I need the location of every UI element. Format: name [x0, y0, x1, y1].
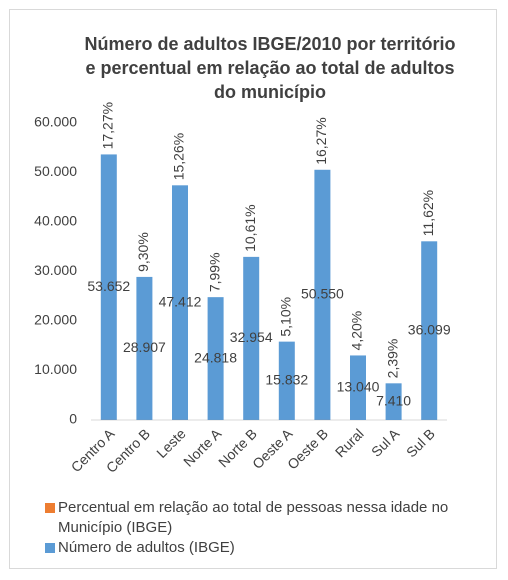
- data-label: 7,99%: [206, 252, 222, 292]
- bar: [243, 256, 260, 420]
- bar: [314, 169, 331, 420]
- y-tick-label: 50.000: [34, 163, 77, 179]
- y-tick-label: 0: [69, 411, 77, 427]
- bar: [172, 185, 188, 420]
- legend-label: Percentual em relação ao total de pessoa…: [58, 499, 449, 536]
- data-label: 15,26%: [171, 133, 187, 180]
- legend-swatch: [45, 543, 55, 553]
- bar: [385, 383, 402, 420]
- x-tick-label: Rural: [332, 425, 367, 460]
- x-tick-label: Sul A: [368, 425, 403, 460]
- data-label: 47.412: [159, 293, 202, 309]
- data-label: 13.040: [337, 378, 380, 394]
- data-label: 32.954: [230, 329, 273, 345]
- data-label: 10,61%: [242, 204, 258, 251]
- data-label: 4,20%: [349, 311, 365, 351]
- legend-swatch: [45, 503, 55, 513]
- data-label: 17,27%: [100, 102, 116, 149]
- bar: [136, 276, 153, 420]
- chart-title: Número de adultos IBGE/2010 por territór…: [84, 34, 456, 102]
- data-label: 16,27%: [313, 117, 329, 164]
- data-label: 5,10%: [278, 297, 294, 337]
- y-tick-label: 30.000: [34, 262, 77, 278]
- legend-label: Número de adultos (IBGE): [58, 539, 235, 556]
- data-label: 2,39%: [384, 339, 400, 379]
- y-tick-label: 40.000: [34, 213, 77, 229]
- bar: [207, 297, 224, 420]
- y-tick-label: 10.000: [34, 361, 77, 377]
- legend-item: Percentual em relação ao total de pessoa…: [45, 498, 495, 538]
- chart-frame: [9, 9, 497, 569]
- data-label: 9,30%: [135, 232, 151, 272]
- data-label: 24.818: [194, 349, 237, 365]
- bar: [100, 154, 117, 420]
- bar: [421, 241, 438, 420]
- x-tick-label: Sul B: [403, 425, 438, 460]
- bar: [350, 355, 366, 420]
- data-label: 15.832: [265, 372, 308, 388]
- legend-item: Número de adultos (IBGE): [45, 538, 495, 558]
- data-label: 50.550: [301, 286, 344, 302]
- data-label: 7.410: [376, 392, 411, 408]
- y-tick-label: 20.000: [34, 312, 77, 328]
- data-label: 11,62%: [420, 190, 436, 236]
- data-label: 36.099: [408, 321, 451, 337]
- data-label: 53.652: [87, 278, 130, 294]
- legend: Percentual em relação ao total de pessoa…: [45, 498, 495, 558]
- y-tick-label: 60.000: [34, 114, 77, 130]
- data-label: 28.907: [123, 339, 166, 355]
- bar: [278, 341, 295, 420]
